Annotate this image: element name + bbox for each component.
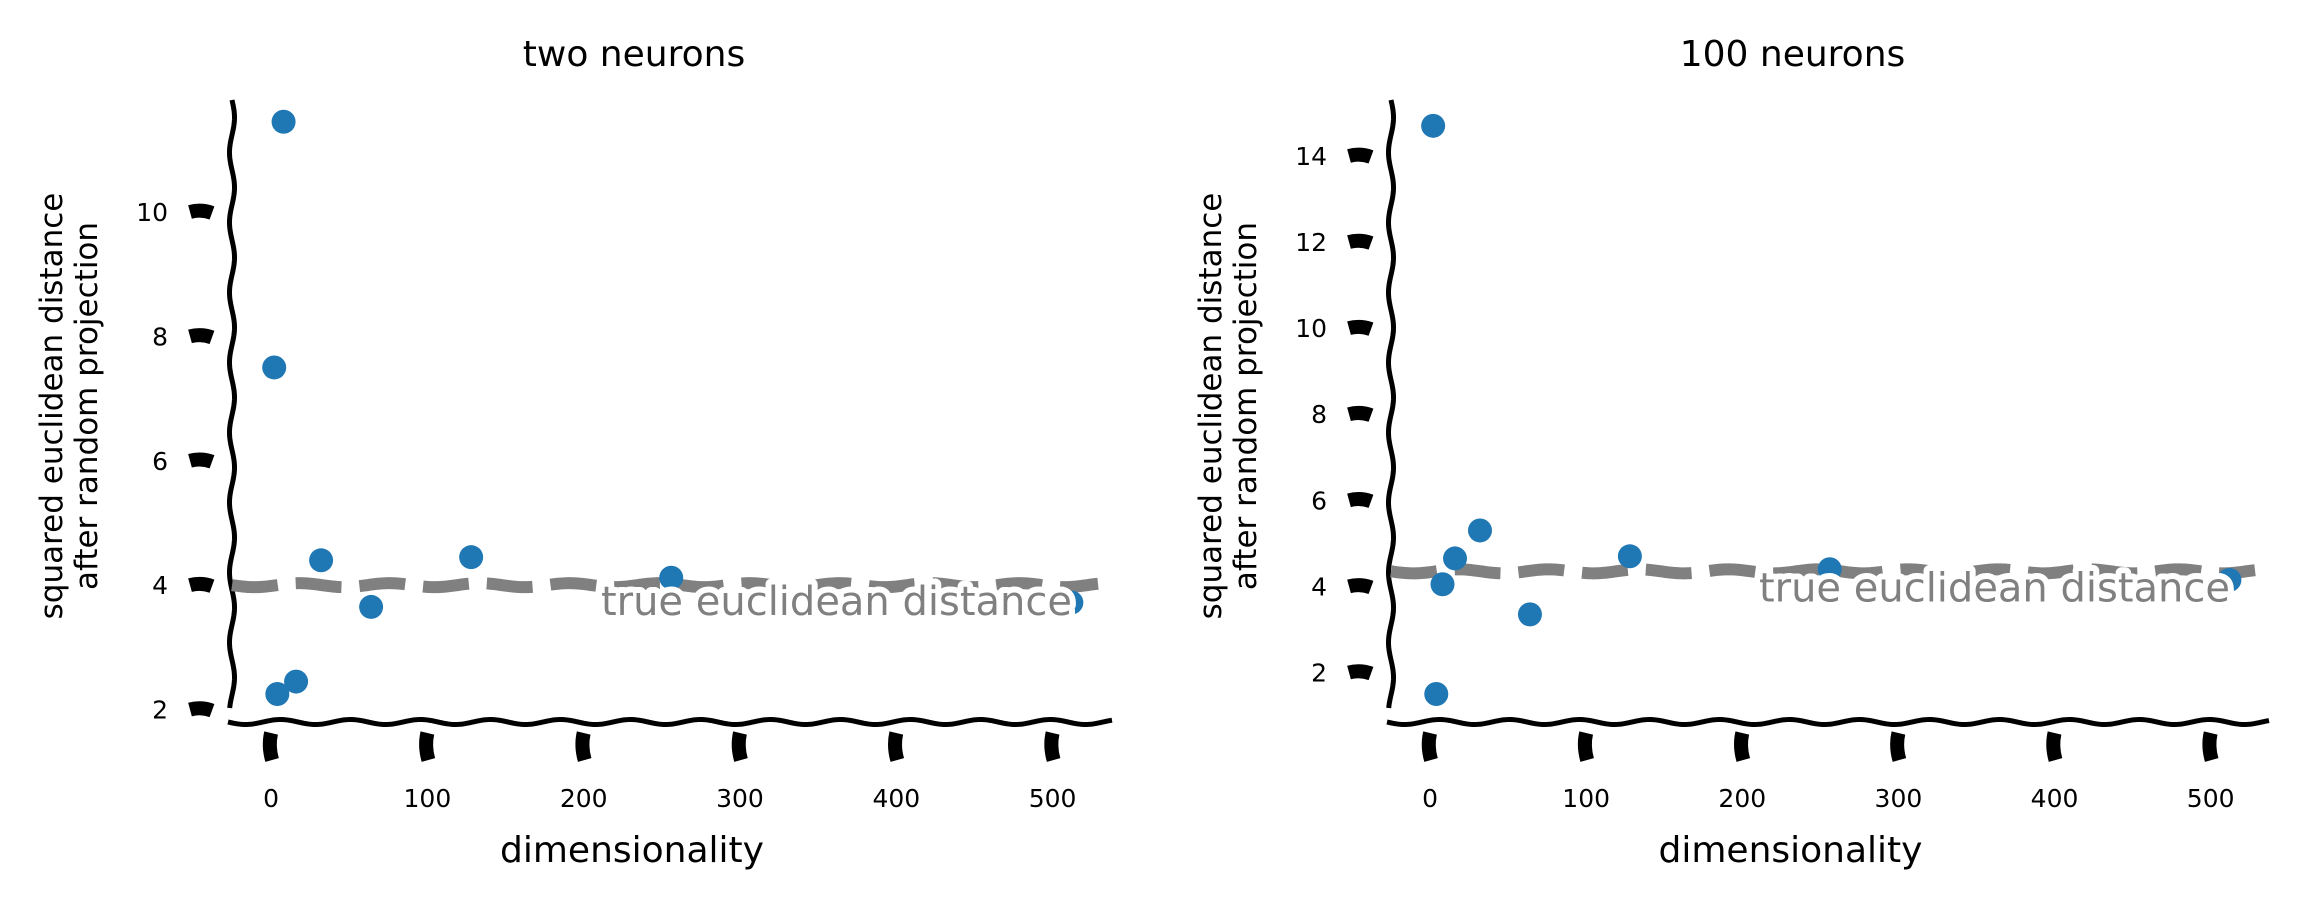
y-tick-label: 4 (152, 571, 168, 600)
data-point (1059, 590, 1084, 615)
reference-line-label: true euclidean distance (1759, 565, 2230, 611)
x-axis-label: dimensionality (1659, 830, 1923, 871)
y-tick-mark (188, 701, 215, 718)
chart-title: two neurons (523, 34, 745, 75)
reference-line (231, 577, 1099, 594)
data-point (1430, 572, 1455, 597)
x-tick-mark (1577, 731, 1594, 762)
y-tick-mark (188, 203, 215, 220)
y-axis-label-line: squared euclidean distance (1193, 193, 1229, 620)
y-axis-spine (1385, 99, 1397, 709)
x-tick-label: 500 (1029, 784, 1077, 813)
x-axis-spine (227, 716, 1113, 728)
x-axis-spine (1386, 716, 2270, 728)
y-tick-mark (1347, 664, 1374, 681)
y-tick-label: 6 (1311, 486, 1327, 515)
y-tick-label: 8 (152, 322, 168, 351)
x-tick-label: 300 (1875, 784, 1923, 813)
y-tick-mark (1347, 319, 1374, 336)
y-tick-mark (1347, 405, 1374, 422)
data-point (1517, 602, 1542, 627)
x-tick-label: 400 (872, 784, 920, 813)
data-point (262, 355, 287, 380)
data-point (659, 565, 684, 590)
y-tick-mark (1347, 233, 1374, 250)
y-tick-label: 2 (152, 696, 168, 725)
data-point (1617, 544, 1642, 569)
x-tick-mark (575, 731, 592, 762)
x-tick-mark (731, 731, 748, 762)
y-tick-label: 10 (136, 198, 168, 227)
panel-100-neurons: 100 neurons squared euclidean distance aft… (1193, 34, 2270, 871)
y-tick-label: 4 (1311, 572, 1327, 601)
data-point (1443, 546, 1468, 571)
y-tick-mark (188, 576, 215, 593)
y-tick-label: 2 (1311, 658, 1327, 687)
y-axis-label-line: after random projection (69, 222, 105, 590)
data-point (1467, 518, 1492, 543)
data-point (1817, 557, 1842, 582)
x-tick-mark (888, 731, 905, 762)
data-point (284, 669, 309, 694)
x-tick-mark (1890, 731, 1907, 762)
x-tick-label: 100 (1562, 784, 1610, 813)
reference-line-label: true euclidean distance (601, 579, 1072, 625)
y-axis-label-line: after random projection (1228, 222, 1264, 590)
x-tick-label: 400 (2031, 784, 2079, 813)
y-tick-mark (188, 328, 215, 345)
data-point (265, 682, 290, 707)
y-axis-label-line: squared euclidean distance (34, 193, 70, 620)
x-tick-mark (1421, 731, 1438, 762)
y-axis-spine (226, 99, 238, 709)
y-tick-mark (1347, 147, 1374, 164)
x-tick-mark (1734, 731, 1751, 762)
y-tick-label: 6 (152, 447, 168, 476)
y-tick-label: 8 (1311, 400, 1327, 429)
x-tick-label: 0 (1422, 784, 1438, 813)
x-axis-label: dimensionality (500, 830, 764, 871)
data-point (1424, 682, 1449, 707)
x-tick-mark (2202, 731, 2219, 762)
x-tick-mark (2046, 731, 2063, 762)
data-point (271, 109, 296, 134)
x-tick-label: 0 (263, 784, 279, 813)
x-tick-label: 100 (404, 784, 452, 813)
x-tick-mark (262, 731, 279, 762)
x-tick-label: 500 (2187, 784, 2235, 813)
y-tick-label: 14 (1295, 142, 1327, 171)
data-point (2217, 567, 2242, 592)
y-tick-mark (1347, 578, 1374, 595)
data-point (459, 545, 484, 570)
data-point (359, 594, 384, 619)
x-tick-mark (419, 731, 436, 762)
data-point (1421, 113, 1446, 138)
x-tick-mark (1044, 731, 1061, 762)
y-tick-mark (1347, 492, 1374, 508)
x-tick-label: 300 (716, 784, 764, 813)
data-point (309, 548, 334, 573)
reference-line (1390, 563, 2256, 580)
y-tick-label: 10 (1295, 314, 1327, 343)
x-tick-label: 200 (1718, 784, 1766, 813)
panel-two-neurons: two neurons squared euclidean distance aft… (34, 34, 1113, 871)
chart-title: 100 neurons (1680, 34, 1906, 75)
y-tick-mark (188, 452, 215, 469)
y-tick-label: 12 (1295, 228, 1327, 257)
x-tick-label: 200 (560, 784, 608, 813)
